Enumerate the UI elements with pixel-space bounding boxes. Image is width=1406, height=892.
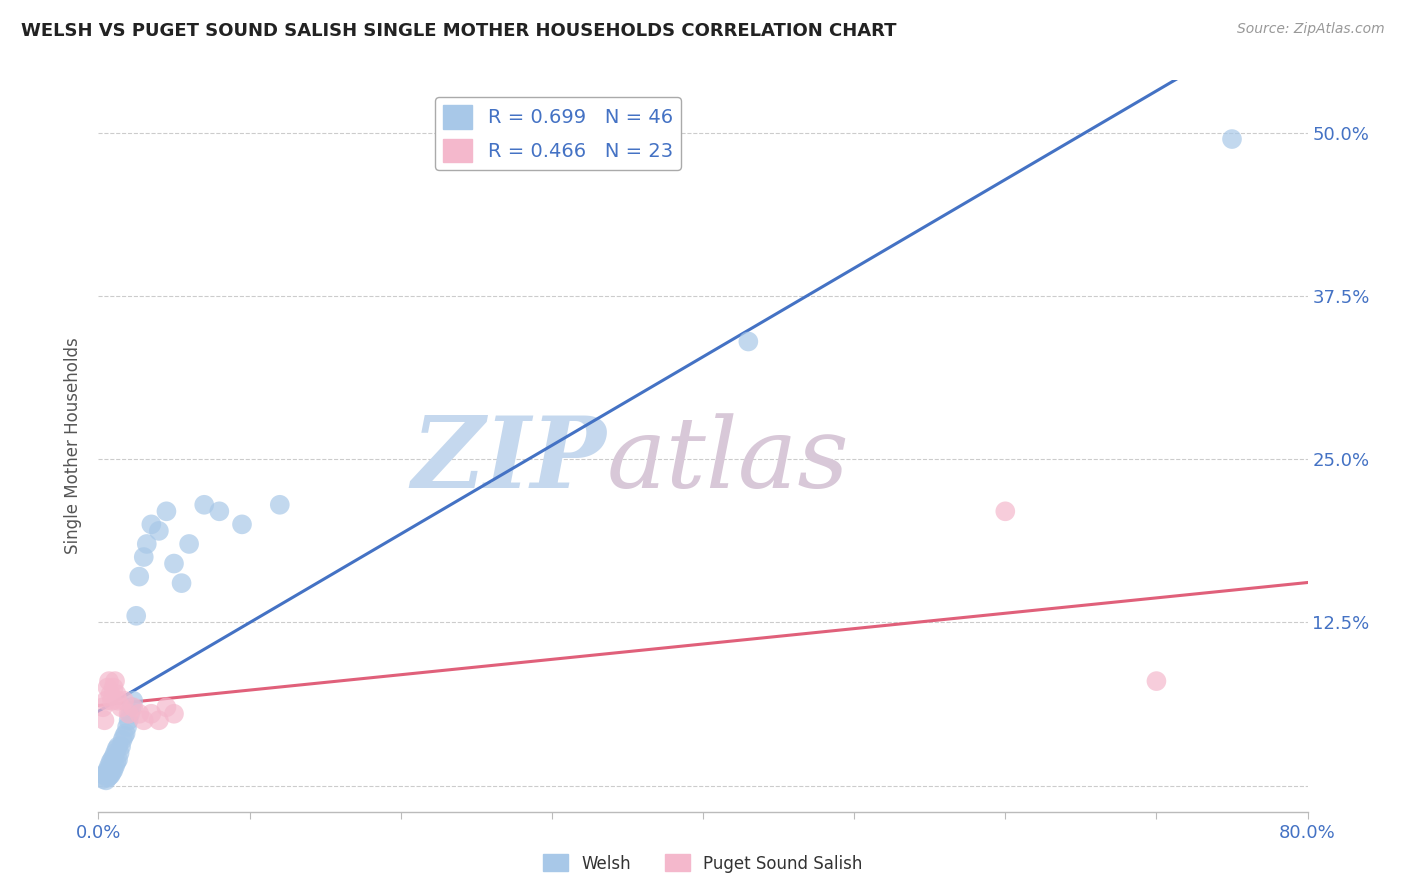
Point (163, 706, 186, 721)
Point (94, 765, 117, 780)
Legend: Welsh, Puget Sound Salish: Welsh, Puget Sound Salish (537, 847, 869, 880)
Point (96, 763, 118, 777)
Point (103, 763, 125, 777)
Point (170, 576, 193, 591)
Point (269, 498, 291, 512)
Text: atlas: atlas (606, 413, 849, 508)
Point (104, 759, 127, 773)
Point (100, 768, 122, 782)
Point (120, 706, 142, 721)
Point (93, 768, 115, 782)
Point (132, 714, 155, 728)
Point (118, 714, 141, 728)
Point (107, 739, 129, 754)
Point (94, 694, 117, 708)
Point (163, 557, 186, 571)
Point (105, 755, 128, 769)
Point (98, 674, 121, 689)
Point (111, 732, 134, 747)
Y-axis label: Single Mother Households: Single Mother Households (65, 338, 83, 554)
Point (101, 752, 124, 766)
Point (121, 700, 143, 714)
Point (103, 749, 125, 764)
Point (96, 681, 118, 695)
Text: WELSH VS PUGET SOUND SALISH SINGLE MOTHER HOUSEHOLDS CORRELATION CHART: WELSH VS PUGET SOUND SALISH SINGLE MOTHE… (21, 22, 897, 40)
Point (104, 674, 127, 689)
Point (122, 700, 145, 714)
Point (91, 772, 114, 786)
Point (104, 746, 127, 760)
Point (105, 687, 128, 701)
Point (122, 694, 145, 708)
Point (155, 700, 177, 714)
Point (141, 706, 163, 721)
Point (93, 714, 115, 728)
Point (94, 773, 117, 788)
Point (179, 537, 201, 551)
Point (1144, 674, 1167, 689)
Point (108, 746, 131, 760)
Point (101, 765, 124, 780)
Point (100, 755, 122, 769)
Legend: R = 0.699   N = 46, R = 0.466   N = 23: R = 0.699 N = 46, R = 0.466 N = 23 (436, 97, 681, 170)
Point (125, 608, 148, 623)
Point (107, 694, 129, 708)
Text: Source: ZipAtlas.com: Source: ZipAtlas.com (1237, 22, 1385, 37)
Point (155, 504, 177, 518)
Point (128, 706, 150, 721)
Text: ZIP: ZIP (412, 412, 606, 508)
Point (96, 771, 118, 785)
Point (112, 694, 135, 708)
Point (994, 504, 1017, 518)
Point (148, 524, 170, 538)
Point (135, 537, 157, 551)
Point (208, 504, 231, 518)
Point (112, 729, 135, 743)
Point (141, 517, 163, 532)
Point (231, 517, 253, 532)
Point (193, 498, 215, 512)
Point (737, 334, 759, 349)
Point (101, 694, 124, 708)
Point (110, 700, 132, 714)
Point (91, 700, 114, 714)
Point (132, 549, 155, 564)
Point (1220, 132, 1243, 146)
Point (105, 742, 128, 756)
Point (98, 769, 121, 783)
Point (128, 569, 150, 583)
Point (118, 706, 141, 721)
Point (100, 687, 122, 701)
Point (107, 752, 129, 766)
Point (114, 726, 136, 740)
Point (148, 714, 170, 728)
Point (115, 720, 138, 734)
Point (103, 681, 125, 695)
Point (98, 759, 121, 773)
Point (110, 739, 132, 754)
